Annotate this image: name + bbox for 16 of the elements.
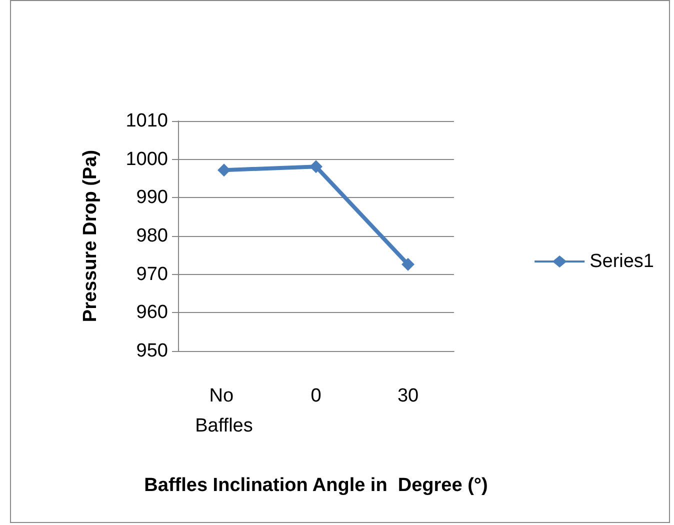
y-tick-label: 1000 — [126, 148, 168, 170]
y-tick-label: 1010 — [126, 110, 168, 132]
y-tick-label: 990 — [136, 187, 168, 208]
x-tick-label: No Baffles — [195, 386, 253, 436]
x-axis-title: Baffles Inclination Angle in Degree (°) — [144, 475, 488, 496]
point — [218, 164, 230, 177]
point — [402, 258, 414, 271]
point — [310, 160, 322, 174]
x-tick-label: 0 — [310, 386, 322, 406]
legend-label: Series1 — [590, 251, 654, 272]
y-tick-label: 960 — [136, 302, 168, 324]
y-tick-label: 970 — [136, 264, 168, 285]
y-axis-title: Pressure Drop (Pa) — [80, 150, 101, 322]
y-tick-label: 980 — [136, 226, 168, 246]
y-tick-label: 950 — [136, 340, 168, 362]
x-tick-label: 30 — [397, 386, 419, 406]
